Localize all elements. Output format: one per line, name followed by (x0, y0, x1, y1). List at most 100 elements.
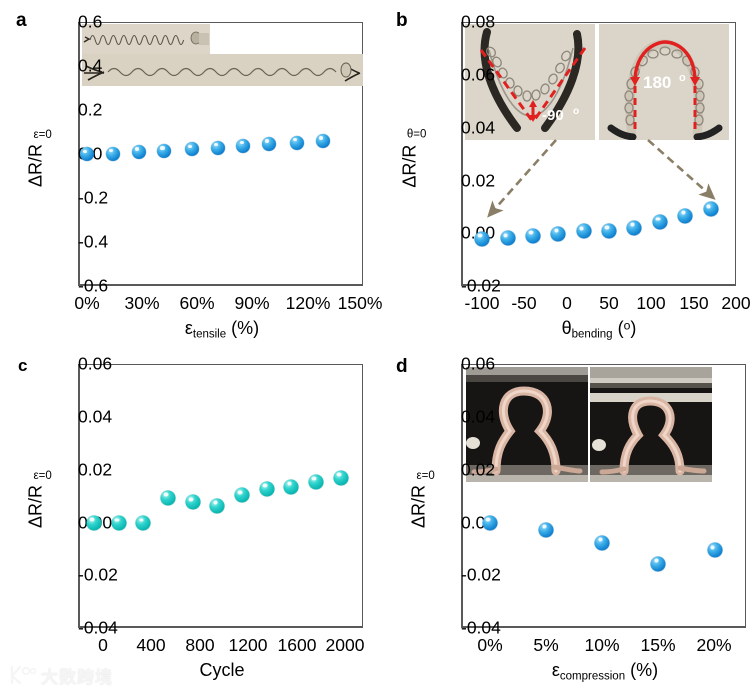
marker-highlight (262, 483, 268, 488)
data-point (538, 522, 554, 538)
panel-c-plot-area (78, 364, 363, 628)
panel-a-ylabel: ΔR/R ε=0 (26, 86, 52, 226)
marker-highlight (528, 230, 534, 235)
marker-highlight (188, 497, 194, 502)
panel-b-ytick-5: 0.08 (461, 12, 495, 33)
marker-highlight (477, 233, 483, 238)
panel-c-ylabel-sub: ε=0 (33, 469, 52, 482)
panel-b-xtick-1: -50 (511, 293, 537, 313)
svg-text:o: o (573, 106, 579, 117)
panel-a-ytick-6: 0.6 (78, 12, 102, 33)
panel-a-xtick-5: 150% (337, 293, 383, 313)
marker-highlight (114, 518, 119, 522)
marker-highlight (654, 558, 659, 563)
marker-highlight (542, 524, 547, 529)
data-point (210, 140, 225, 155)
panel-a-xlabel-unit: (%) (231, 318, 260, 338)
panel-a-ytick-5: 0.4 (78, 56, 102, 77)
svg-text:180: 180 (643, 73, 671, 92)
panel-b-plot-area: -90 o (461, 22, 736, 286)
data-point (525, 228, 541, 244)
panel-c-xtick-5: 2000 (325, 635, 365, 655)
data-point (234, 487, 250, 503)
panel-b-letter: b (396, 10, 408, 31)
panel-a-xlabel: εtensile (%) (185, 318, 259, 341)
marker-highlight (89, 517, 95, 522)
data-point (185, 142, 199, 157)
panel-a-xtick-4: 120% (285, 293, 331, 313)
panel-c-ytick-5: 0.06 (78, 354, 112, 375)
data-point (283, 479, 299, 495)
panel-b-xlabel: θbending (ᵒ) (562, 318, 637, 341)
panel-b-ytick-1: 0.00 (461, 223, 495, 244)
marker-highlight (311, 476, 317, 481)
marker-highlight (706, 204, 711, 209)
panel-b-xtick-3: 50 (599, 293, 619, 313)
marker-highlight (554, 228, 559, 233)
stretched-serpentine-svg (82, 54, 363, 86)
panel-c-ylabel-main: ΔR/R (25, 484, 46, 528)
marker-highlight (710, 545, 715, 550)
marker-highlight (292, 137, 298, 142)
panel-d-ylabel: ΔR/R ε=0 (409, 427, 435, 567)
panel-d: d (377, 348, 754, 695)
panel-d-xtick-4: 20% (696, 635, 732, 655)
panel-c-ytick-0: -0.04 (78, 618, 118, 639)
data-point (209, 498, 225, 514)
panel-a-xtick-3: 90% (234, 293, 270, 313)
panel-c-xtick-0: 0 (98, 635, 108, 655)
data-point (259, 481, 275, 497)
panel-b-xtick-2: 0 (562, 293, 572, 313)
panel-d-ytick-2: 0.00 (461, 513, 495, 534)
panel-d-xlabel-sub: compression (559, 670, 626, 683)
marker-highlight (655, 217, 661, 221)
marker-highlight (681, 210, 686, 215)
svg-text:o: o (679, 72, 686, 84)
marker-highlight (336, 472, 342, 477)
data-point (105, 146, 120, 161)
panel-c-xtick-1: 400 (136, 635, 166, 655)
data-point (157, 143, 172, 158)
data-point (601, 223, 617, 239)
panel-c-letter: c (18, 356, 28, 375)
panel-b-ylabel-sub: θ=0 (406, 128, 427, 141)
panel-b: b (377, 0, 754, 348)
panel-a-ytick-4: 0.2 (78, 100, 102, 121)
marker-highlight (188, 144, 193, 149)
panel-b-xtick-5: 150 (679, 293, 709, 313)
panel-a-plot-area (78, 22, 363, 286)
panel-b-xtick-4: 100 (636, 293, 666, 313)
marker-highlight (213, 500, 218, 505)
marker-highlight (109, 148, 114, 153)
marker-highlight (485, 517, 491, 522)
marker-highlight (503, 233, 508, 238)
panel-c-xtick-4: 1600 (277, 635, 317, 655)
omega-interconnect-uncompressed-photo (466, 367, 588, 482)
marker-highlight (318, 136, 323, 140)
marker-highlight (287, 481, 292, 486)
panel-a-letter: a (16, 10, 27, 31)
watermark: 大数跨境 (8, 660, 143, 690)
bent-minus-90-photo: -90 o (465, 24, 595, 140)
watermark-logo-icon (10, 665, 36, 685)
data-point (111, 515, 127, 531)
marker-highlight (579, 226, 584, 231)
panel-b-ytick-3: 0.04 (461, 118, 495, 139)
marker-highlight (163, 492, 169, 497)
data-point (707, 542, 723, 558)
panel-a-xtick-2: 60% (179, 293, 215, 313)
data-point (500, 230, 516, 246)
stretched-serpentine-wire-photo (82, 54, 363, 86)
data-point (550, 226, 566, 242)
panel-b-ytick-4: 0.06 (461, 65, 495, 86)
marker-highlight (239, 140, 244, 145)
omega-interconnect-compressed-photo (590, 367, 712, 482)
panel-d-letter: d (396, 356, 408, 377)
panel-d-ytick-4: 0.04 (461, 407, 495, 428)
panel-c-ytick-4: 0.04 (78, 407, 112, 428)
panel-b-xlabel-main: θ (561, 318, 572, 338)
marker-highlight (160, 146, 165, 150)
panel-c-ytick-2: 0.00 (78, 513, 112, 534)
panel-c-ytick-3: 0.02 (78, 460, 112, 481)
panel-a-xlabel-main: ε (184, 318, 193, 338)
